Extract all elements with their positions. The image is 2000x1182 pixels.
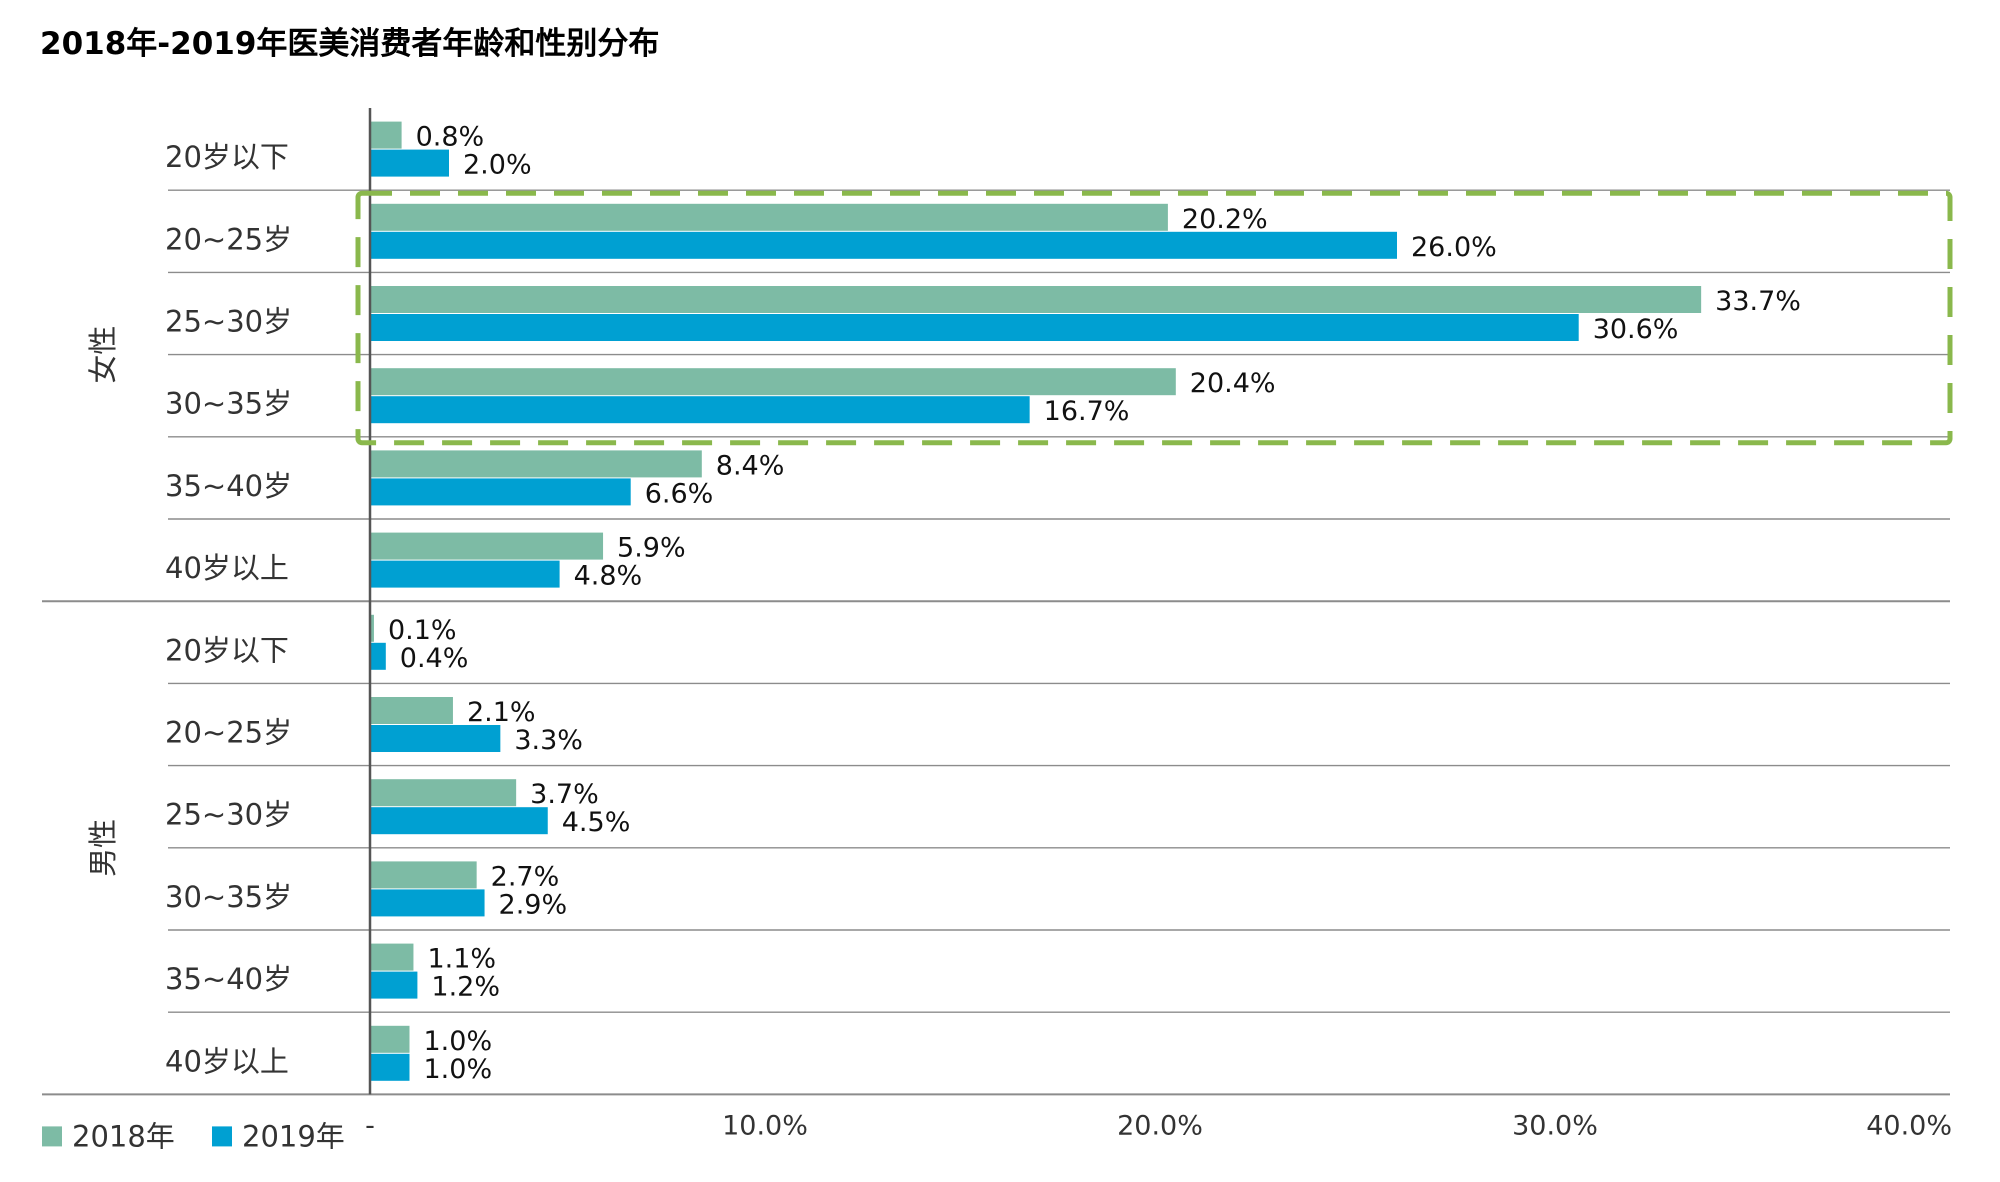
group-label: 女性 [86,326,120,384]
value-label: 0.8% [416,122,485,153]
category-label: 35~40岁 [165,469,292,503]
value-label: 4.8% [574,561,643,592]
bar-2018 [370,121,402,149]
value-label: 3.7% [530,779,599,810]
value-label: 20.4% [1190,368,1276,399]
x-tick-label: 20.0% [1117,1110,1203,1141]
value-label: 5.9% [617,533,686,564]
category-label: 30~35岁 [165,880,292,914]
bar-2019 [370,642,386,670]
value-label: 0.1% [388,615,457,646]
chart-title: 2018年-2019年医美消费者年龄和性别分布 [40,26,660,62]
value-label: 6.6% [645,478,714,509]
value-label: 1.2% [431,972,500,1003]
value-label: 0.4% [400,643,469,674]
value-label: 2.1% [467,697,536,728]
bar-2019 [370,560,560,588]
category-label: 20岁以下 [165,140,289,174]
legend-label: 2019年 [242,1119,345,1153]
value-label: 2.7% [491,861,560,892]
bar-2018 [370,1025,410,1053]
value-label: 3.3% [514,725,583,756]
bar-2019 [370,149,449,177]
category-label: 25~30岁 [165,305,292,339]
bar-2019 [370,1053,410,1081]
value-label: 2.0% [463,150,532,181]
x-tick-label: 40.0% [1866,1110,1952,1141]
bar-2018 [370,779,517,807]
bar-2019 [370,396,1030,424]
bar-2019 [370,889,485,917]
bar-2019 [370,478,631,506]
value-label: 30.6% [1593,314,1679,345]
value-label: 4.5% [562,807,631,838]
bar-2019 [370,725,501,752]
value-label: 1.0% [424,1054,493,1085]
bar-2019 [370,807,548,835]
legend-label: 2018年 [72,1119,175,1153]
bar-2018 [370,532,604,560]
highlight-dashed-box [355,190,1953,446]
value-label: 1.1% [427,944,496,975]
bar-2018 [370,861,477,889]
bar-2018 [370,286,1702,313]
category-label: 40岁以上 [165,551,289,585]
bar-2019 [370,971,418,999]
x-tick-label: - [365,1110,375,1141]
bar-2019 [370,314,1579,341]
category-label: 20~25岁 [165,716,292,750]
x-tick-label: 30.0% [1512,1110,1598,1141]
value-label: 8.4% [716,450,785,481]
category-label: 40岁以上 [165,1044,289,1078]
category-label: 20岁以下 [165,633,289,667]
legend-swatch [212,1126,232,1147]
category-label: 35~40岁 [165,962,292,996]
legend-swatch [42,1126,62,1147]
bar-2018 [370,368,1176,396]
category-label: 25~30岁 [165,798,292,832]
category-label: 20~25岁 [165,222,292,256]
x-tick-label: 10.0% [722,1110,808,1141]
bar-2018 [370,203,1168,231]
value-label: 26.0% [1411,232,1497,263]
value-label: 1.0% [424,1026,493,1057]
value-label: 33.7% [1715,286,1801,317]
category-label: 30~35岁 [165,387,292,421]
value-label: 20.2% [1182,204,1268,235]
bar-2018 [370,943,414,971]
group-label: 男性 [86,819,120,877]
bar-2018 [370,697,453,724]
bar-2018 [370,614,374,642]
bar-2018 [370,450,702,478]
value-label: 2.9% [499,889,568,920]
bar-2019 [370,231,1397,259]
value-label: 16.7% [1044,396,1130,427]
